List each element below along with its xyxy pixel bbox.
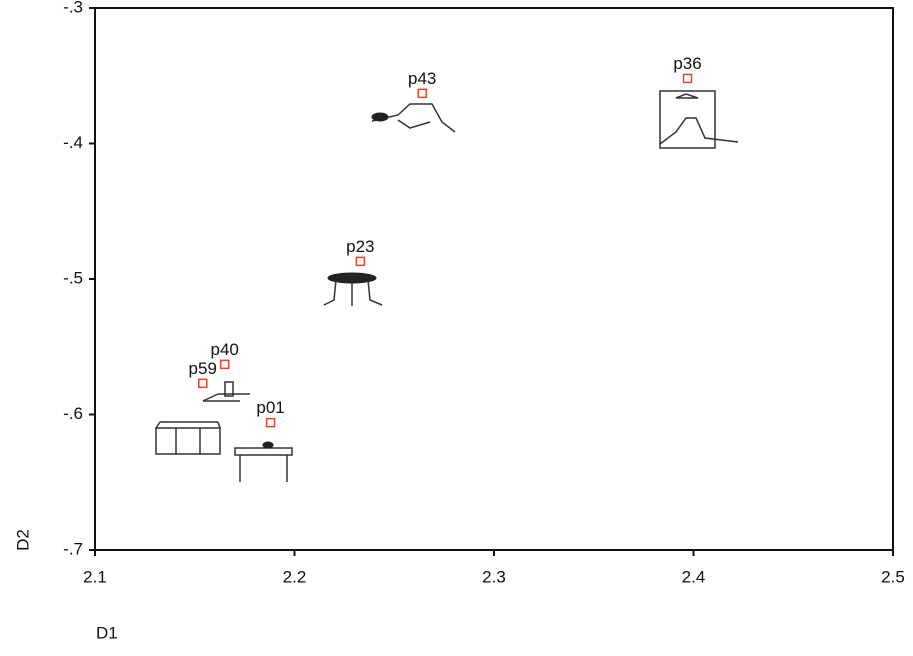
desk-icon — [155, 421, 221, 455]
point-label: p59 — [189, 359, 217, 378]
point-label: p40 — [210, 340, 238, 359]
framed-mountain-icon — [659, 90, 739, 149]
x-tick-label: 2.1 — [83, 567, 107, 586]
point — [219, 359, 230, 370]
x-tick-label: 2.4 — [682, 567, 706, 586]
small-table-icon — [202, 381, 250, 402]
table-icon — [234, 441, 293, 482]
y-axis-label: D2 — [13, 529, 32, 551]
point — [197, 378, 208, 389]
point — [682, 73, 693, 84]
point-label: p23 — [346, 237, 374, 256]
illustrations — [155, 90, 739, 482]
point-label: p01 — [256, 398, 284, 417]
stump-icon — [323, 272, 383, 306]
plot-frame — [94, 7, 894, 551]
y-tick-label: -.3 — [63, 0, 83, 16]
point — [355, 256, 366, 267]
x-tick-label: 2.5 — [881, 567, 905, 586]
x-tick-label: 2.2 — [283, 567, 307, 586]
point — [265, 417, 276, 428]
y-tick-label: -.6 — [63, 404, 83, 423]
x-axis-label: D1 — [96, 623, 118, 642]
point — [417, 88, 427, 99]
y-tick-label: -.5 — [63, 268, 83, 287]
y-tick-label: -.4 — [63, 133, 83, 152]
cup-icon — [262, 441, 274, 449]
point-label: p43 — [408, 69, 436, 88]
mountain-icon — [371, 103, 456, 133]
y-tick-label: -.7 — [63, 539, 83, 558]
x-tick-label: 2.3 — [482, 567, 506, 586]
point-label: p36 — [673, 54, 701, 73]
